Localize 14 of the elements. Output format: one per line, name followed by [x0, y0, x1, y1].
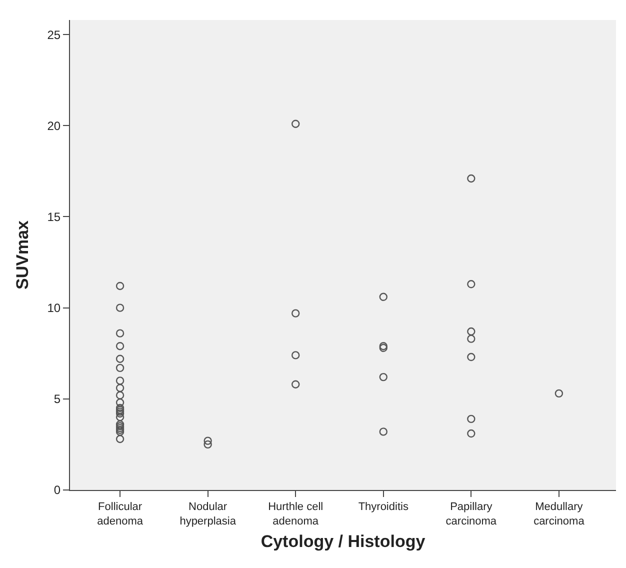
- x-tick-label: Follicular adenoma: [97, 501, 144, 528]
- y-tick-label: 15: [47, 210, 61, 224]
- y-axis-title: SUVmax: [12, 220, 32, 290]
- x-tick-label: Nodular hyperplasia: [180, 501, 237, 528]
- y-tick-label: 20: [47, 118, 61, 133]
- y-tick-label: 25: [47, 28, 61, 42]
- y-tick-label: 0: [54, 483, 61, 498]
- y-tick-label: 5: [54, 392, 61, 406]
- x-tick-label: Papillary carcinoma: [446, 501, 498, 528]
- x-tick-label: Thyroiditis: [358, 501, 409, 514]
- x-tick-label: Hurthle cell adenoma: [268, 501, 324, 528]
- x-tick-label: Medullary carcinoma: [534, 501, 586, 528]
- x-axis-title: Cytology / Histology: [260, 532, 426, 551]
- y-tick-label: 10: [47, 301, 61, 316]
